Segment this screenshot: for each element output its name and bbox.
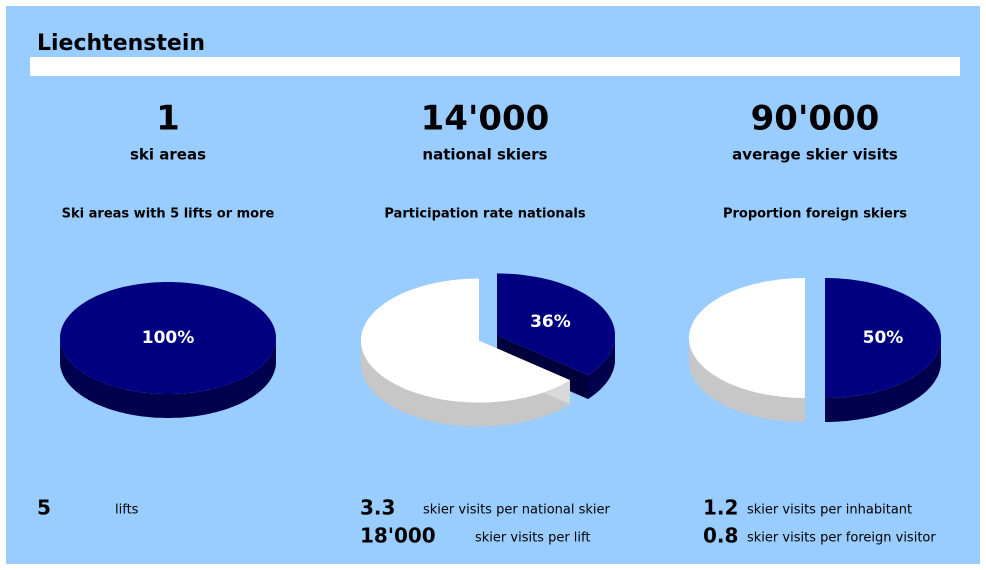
value-label: 36% [530, 312, 571, 332]
stat-value: 1.2 [703, 496, 738, 520]
kpi-value: 1 [156, 99, 180, 139]
pie-slice [825, 278, 941, 398]
title: Liechtenstein [37, 31, 205, 56]
kpi-value: 14'000 [421, 99, 550, 139]
pie-side [60, 338, 276, 418]
stat-value: 5 [37, 496, 51, 520]
pie-slice [497, 273, 615, 375]
chart-title: Ski areas with 5 lifts or more [62, 207, 275, 222]
chart-title: Participation rate nationals [384, 207, 586, 222]
stat-value: 3.3 [360, 496, 395, 520]
title-bar [30, 57, 960, 76]
value-label: 50% [863, 328, 904, 348]
pie-side [689, 338, 805, 422]
kpi-label: national skiers [422, 146, 547, 164]
kpi-label: average skier visits [732, 146, 898, 164]
chart-title: Proportion foreign skiers [723, 207, 907, 222]
stat-label: skier visits per lift [475, 531, 590, 546]
pie-side [588, 335, 615, 399]
stat-label: skier visits per inhabitant [747, 503, 912, 518]
stat-label: skier visits per national skier [423, 503, 611, 518]
pie-slice [60, 282, 276, 394]
value-label: 100% [142, 328, 195, 348]
pie-slice [689, 278, 805, 398]
kpi-label: ski areas [130, 146, 206, 164]
stat-label: skier visits per foreign visitor [747, 531, 936, 546]
stat-value: 0.8 [703, 524, 738, 548]
pie-side [361, 340, 570, 427]
pie-slice [361, 278, 570, 403]
pie-side [825, 338, 941, 422]
kpi-value: 90'000 [751, 99, 880, 139]
stat-label: lifts [115, 503, 139, 518]
stat-value: 18'000 [360, 524, 436, 548]
